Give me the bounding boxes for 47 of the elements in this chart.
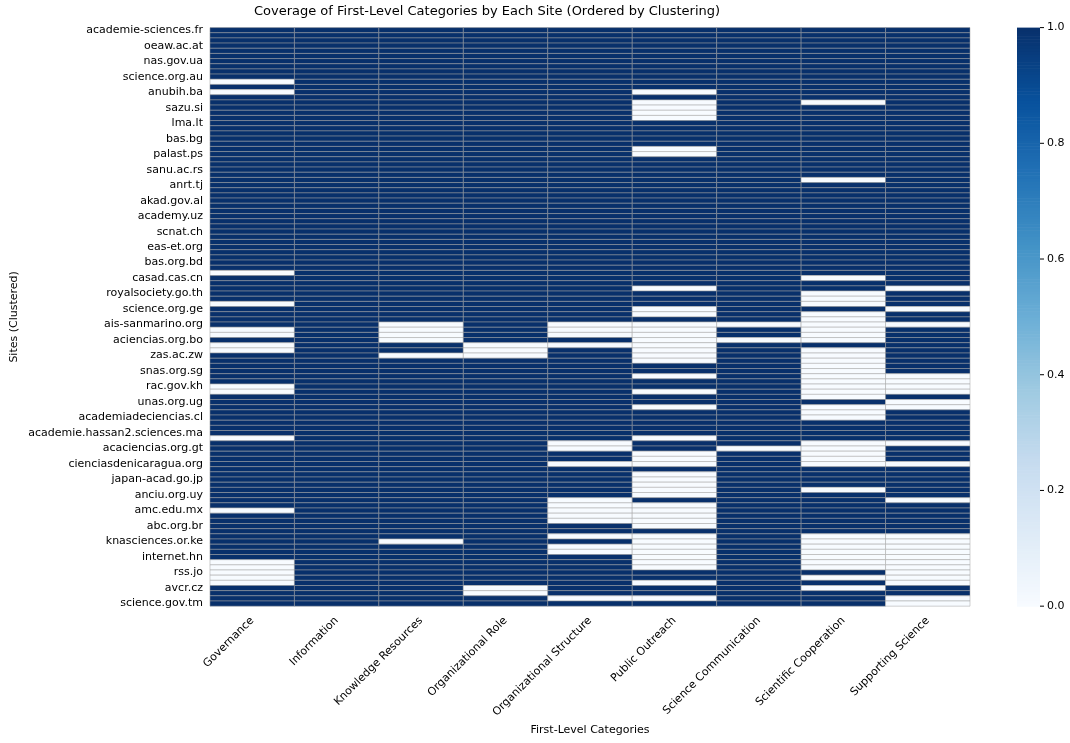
- y-tick-label: japan-acad.go.jp: [110, 472, 203, 486]
- y-tick-label: rac.gov.kh: [145, 379, 203, 393]
- y-tick-label: oeaw.ac.at: [143, 38, 204, 52]
- y-tick-label: avcr.cz: [164, 580, 204, 594]
- y-tick-label: nas.gov.ua: [143, 54, 203, 68]
- color-bar-label: 0.2: [1047, 483, 1065, 497]
- y-tick-label: ais-sanmarino.org: [103, 317, 203, 331]
- y-tick-label: aciencias.org.bo: [113, 332, 204, 346]
- y-tick-label: sazu.si: [165, 100, 203, 114]
- color-bar-label: 0.4: [1047, 367, 1065, 381]
- y-tick-label: knasciences.or.ke: [105, 534, 204, 548]
- y-tick-label: academie-sciences.fr: [86, 23, 204, 37]
- y-tick-label: eas-et.org: [147, 240, 203, 253]
- y-tick-label: academy.uz: [137, 209, 204, 223]
- y-tick-label: science.org.au: [122, 69, 203, 83]
- y-tick-label: cienciasdenicaragua.org: [68, 456, 203, 470]
- chart-title: Coverage of First-Level Categories by Each Site (Ordered by Clustering): [253, 3, 721, 19]
- y-tick-label: anciu.org.uy: [134, 487, 204, 501]
- y-tick-label: scnat.ch: [156, 224, 203, 238]
- color-bar-label: 0.8: [1047, 136, 1065, 150]
- y-tick-label: science.org.ge: [122, 301, 204, 315]
- y-tick-label: abc.org.br: [146, 518, 204, 532]
- x-axis-title: First-Level Categories: [530, 723, 650, 737]
- y-tick-label: akad.gov.al: [140, 193, 203, 207]
- y-tick-label: snas.org.sg: [140, 363, 203, 377]
- y-tick-label: amc.edu.mx: [134, 503, 204, 517]
- color-bar-label: 0.0: [1047, 599, 1065, 613]
- y-tick-label: science.gov.tm: [120, 596, 203, 610]
- y-tick-label: rss.jo: [173, 565, 204, 579]
- y-tick-label: lma.lt: [171, 116, 204, 130]
- y-tick-label: royalsociety.go.th: [106, 286, 203, 300]
- y-tick-label: unas.org.ug: [137, 394, 203, 408]
- y-tick-label: internet.hn: [142, 549, 203, 563]
- y-tick-label: palast.ps: [153, 147, 204, 161]
- y-tick-label: academie.hassan2.sciences.ma: [28, 425, 203, 439]
- y-tick-label: acaciencias.org.gt: [102, 441, 204, 455]
- color-bar-label: 0.6: [1047, 251, 1065, 265]
- y-tick-label: sanu.ac.rs: [146, 162, 204, 176]
- color-bar-label: 1.0: [1047, 20, 1065, 34]
- y-tick-label: academiadeciencias.cl: [78, 410, 203, 424]
- y-tick-label: bas.org.bd: [144, 255, 203, 269]
- y-tick-label: zas.ac.zw: [150, 348, 203, 362]
- y-axis-title: Sites (Clustered): [7, 271, 21, 363]
- y-tick-label: anrt.tj: [169, 178, 203, 192]
- y-tick-label: anubih.ba: [148, 85, 203, 99]
- y-tick-label: casad.cas.cn: [132, 271, 203, 284]
- y-tick-label: bas.bg: [166, 131, 203, 145]
